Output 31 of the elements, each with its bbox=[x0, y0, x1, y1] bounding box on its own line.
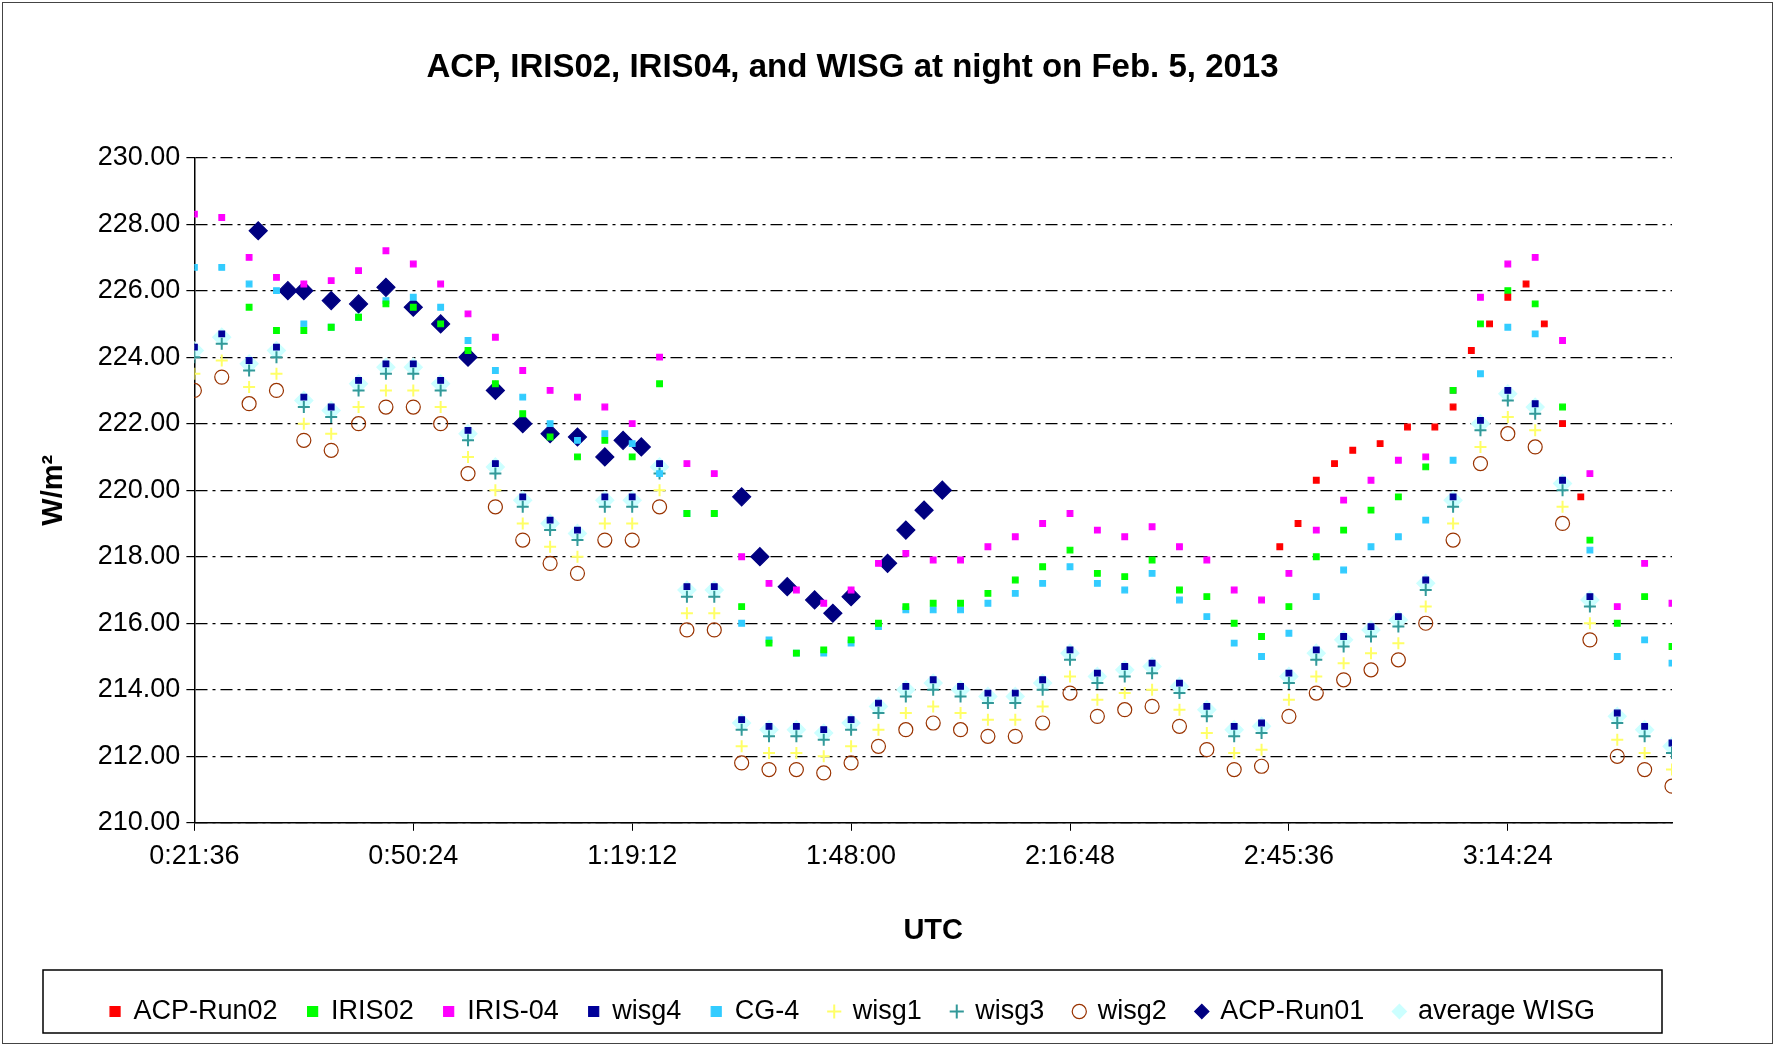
legend-label: ACP-Run02 bbox=[133, 994, 278, 1025]
legend-label: wisg1 bbox=[851, 994, 922, 1025]
legend-label: wisg2 bbox=[1096, 994, 1167, 1025]
y-tick-label: 212.00 bbox=[97, 739, 181, 770]
y-tick-label: 222.00 bbox=[97, 407, 181, 438]
legend-label: CG-4 bbox=[734, 994, 800, 1025]
legend-label: IRIS02 bbox=[331, 994, 414, 1025]
legend-label: ACP-Run01 bbox=[1220, 994, 1365, 1025]
y-tick-label: 226.00 bbox=[97, 274, 181, 305]
y-tick-label: 224.00 bbox=[97, 340, 181, 371]
x-tick-label: 3:14:24 bbox=[1462, 840, 1553, 871]
legend-label: IRIS-04 bbox=[467, 994, 559, 1025]
x-tick-label: 0:21:36 bbox=[149, 840, 240, 871]
y-axis-title: W/m² bbox=[36, 454, 69, 526]
x-tick-label: 1:19:12 bbox=[587, 840, 678, 871]
x-tick-label: 2:16:48 bbox=[1024, 840, 1116, 871]
y-tick-label: 228.00 bbox=[97, 207, 181, 238]
legend-label: average WISG bbox=[1417, 994, 1595, 1025]
x-tick-label: 0:50:24 bbox=[368, 840, 459, 871]
y-tick-label: 230.00 bbox=[97, 141, 181, 172]
legend-label: wisg4 bbox=[611, 994, 682, 1025]
x-tick-label: 1:48:00 bbox=[806, 840, 897, 871]
y-tick-label: 220.00 bbox=[97, 473, 181, 504]
y-tick-label: 210.00 bbox=[97, 806, 181, 837]
legend-label: wisg3 bbox=[974, 994, 1045, 1025]
chart-title: ACP, IRIS02, IRIS04, and WISG at night on Feb. 5, 2013 bbox=[426, 46, 1279, 84]
y-tick-label: 218.00 bbox=[97, 540, 181, 571]
y-tick-label: 214.00 bbox=[97, 673, 181, 704]
x-axis-title: UTC bbox=[903, 912, 964, 945]
x-tick-label: 2:45:36 bbox=[1243, 840, 1334, 871]
y-tick-label: 216.00 bbox=[97, 606, 181, 637]
